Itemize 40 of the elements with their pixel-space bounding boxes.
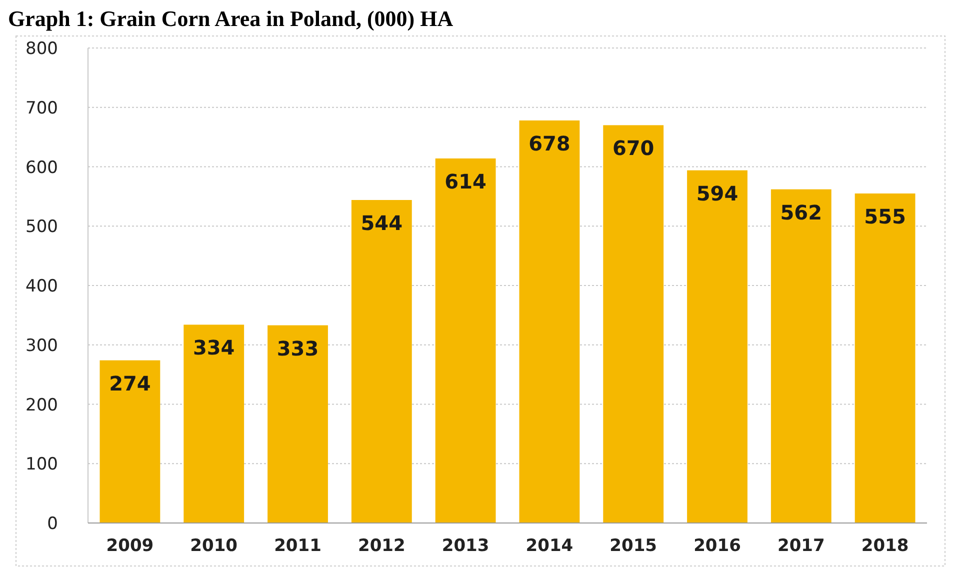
y-tick-label: 800 [26,39,58,59]
data-label: 544 [360,211,403,235]
bar [770,189,832,523]
bar [687,170,748,523]
x-tick-label: 2013 [442,536,490,556]
x-tick-label: 2014 [526,536,574,556]
y-tick-label: 600 [26,158,58,178]
x-tick-label: 2011 [274,536,322,556]
y-tick-label: 0 [47,514,58,534]
y-tick-label: 700 [26,98,58,118]
x-tick-label: 2016 [694,536,741,556]
y-tick-label: 200 [26,395,58,416]
bar [268,325,328,523]
data-label: 555 [864,204,906,228]
bar [519,120,580,523]
bar [435,158,496,523]
chart-title: Graph 1: Grain Corn Area in Poland, (000) HA [8,6,454,31]
bar [603,125,664,523]
y-tick-label: 400 [26,276,58,296]
bar [351,200,412,523]
data-label: 614 [444,169,486,194]
x-tick-label: 2015 [610,536,658,556]
bar [854,193,916,523]
bar [100,360,160,523]
bar [184,324,244,523]
x-tick-label: 2017 [777,536,825,556]
y-tick-label: 300 [26,336,58,356]
data-label: 562 [780,200,822,224]
data-label: 594 [696,181,738,206]
x-tick-label: 2010 [190,536,238,556]
data-label: 333 [276,336,319,360]
data-label: 274 [109,371,151,396]
data-label: 334 [192,336,235,360]
x-tick-label: 2018 [861,536,909,556]
y-tick-label: 100 [26,454,58,475]
y-tick-label: 500 [26,217,58,238]
data-label: 678 [528,131,570,156]
data-label: 670 [612,136,654,160]
x-tick-label: 2012 [358,536,406,556]
x-tick-label: 2009 [106,536,154,556]
